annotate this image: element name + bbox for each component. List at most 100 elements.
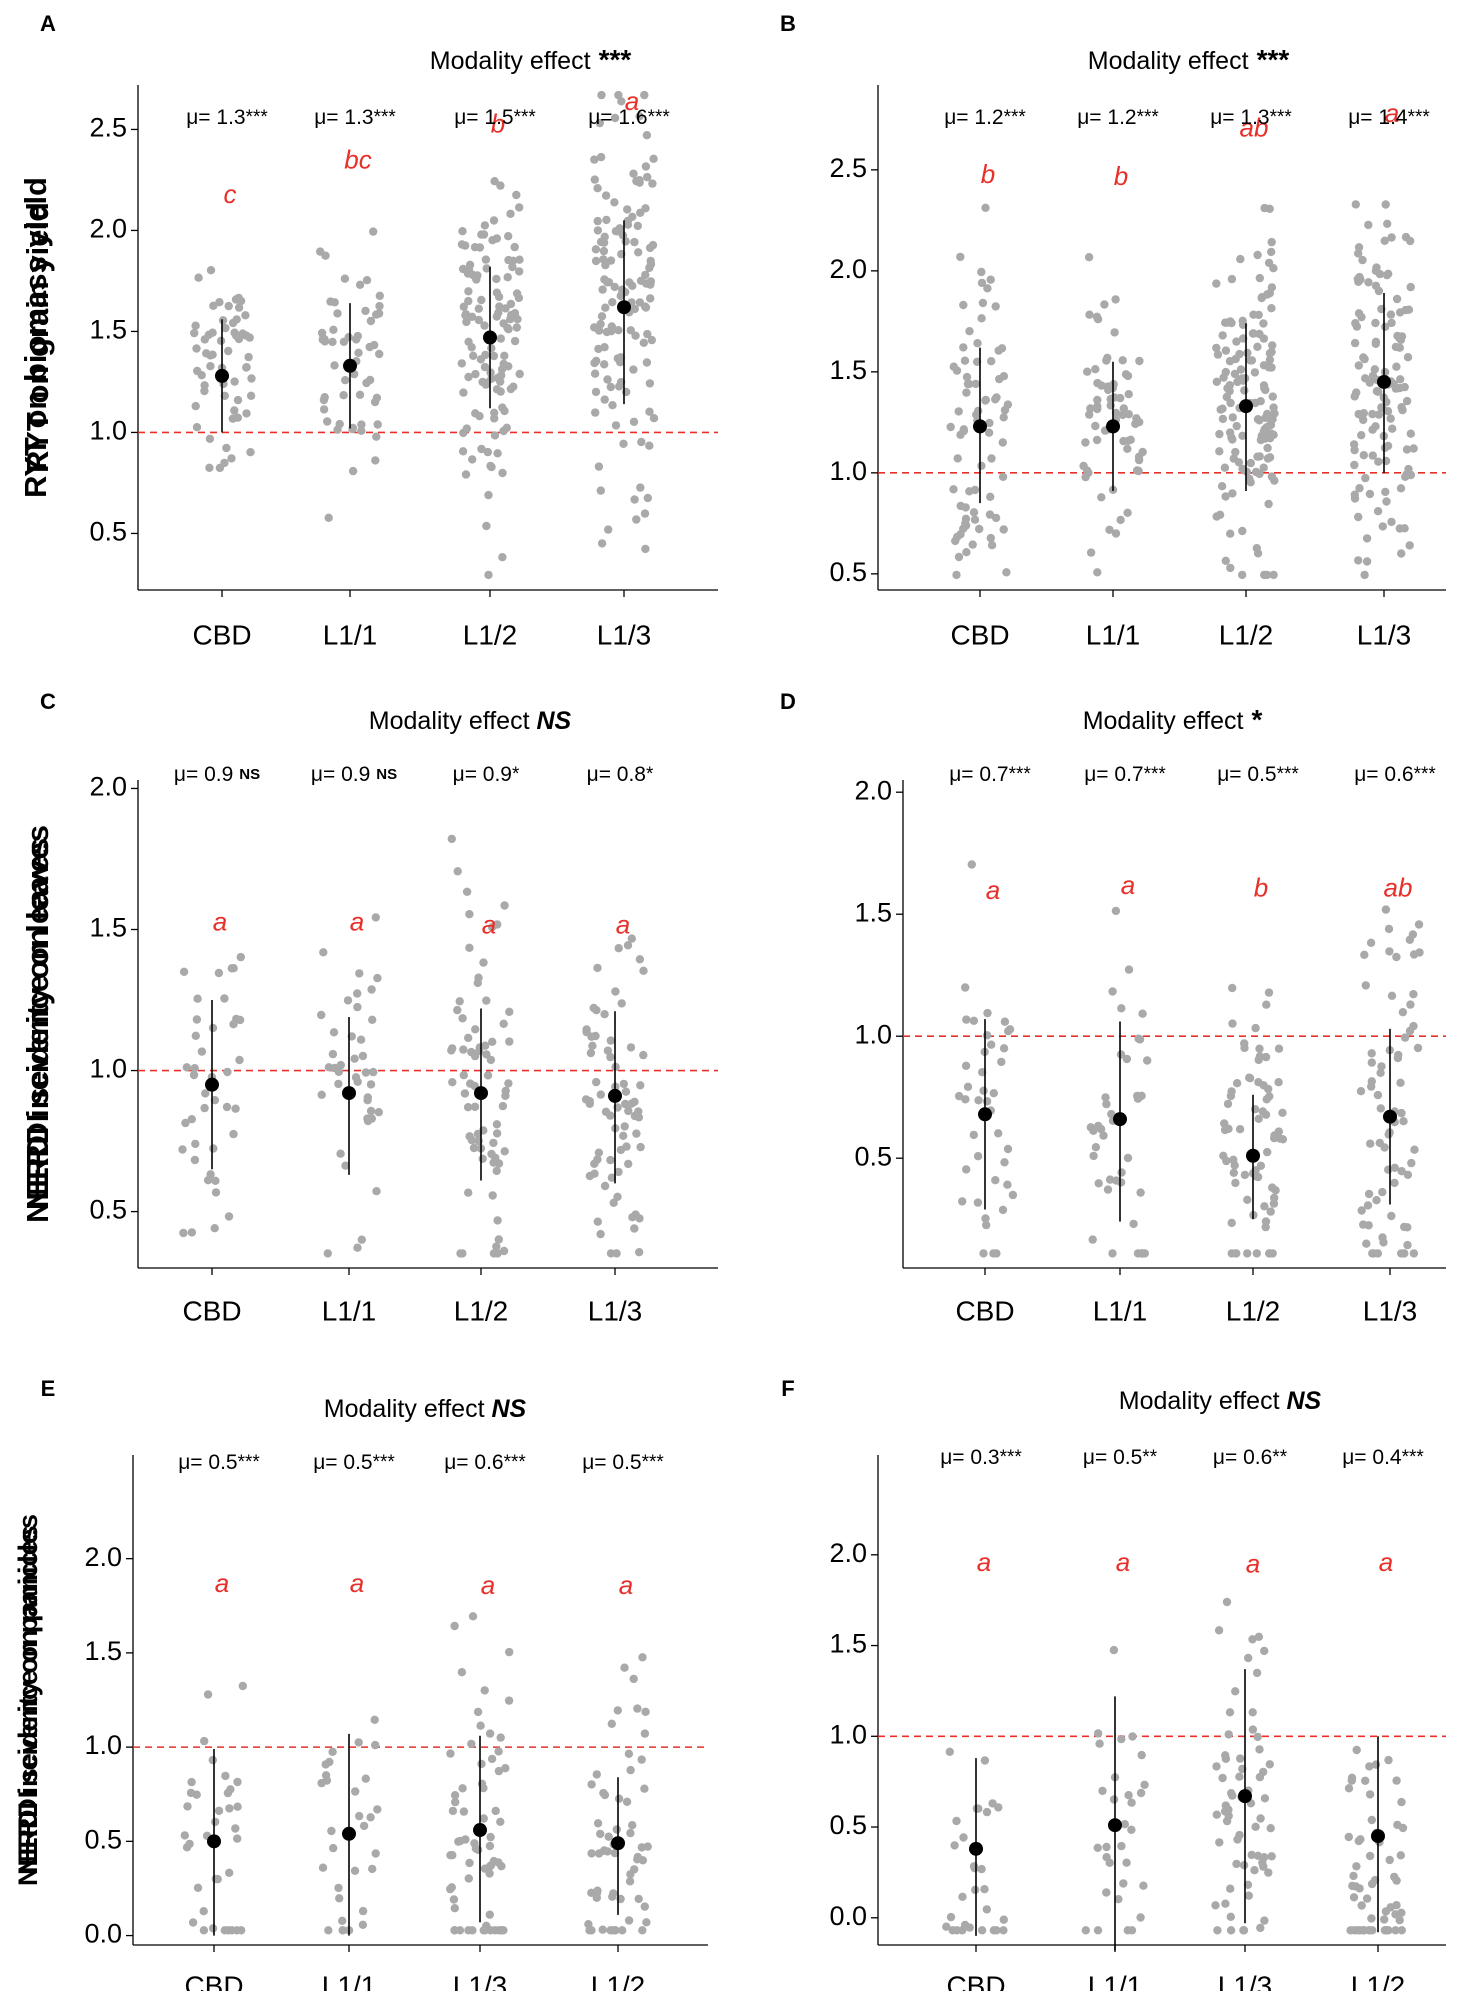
data-point bbox=[626, 1828, 635, 1838]
data-point bbox=[1356, 1087, 1366, 1096]
data-point bbox=[372, 432, 381, 441]
data-point bbox=[192, 423, 202, 432]
data-point bbox=[1383, 219, 1392, 228]
group-letter: a bbox=[619, 1570, 633, 1600]
data-point bbox=[317, 1010, 326, 1020]
data-point bbox=[981, 203, 990, 212]
data-point bbox=[1371, 339, 1381, 348]
y-tick-label: 1.5 bbox=[89, 315, 127, 345]
y-tick-label: 1.5 bbox=[84, 1636, 122, 1666]
panel-label: F bbox=[781, 1376, 794, 1401]
data-point bbox=[640, 90, 649, 100]
data-point bbox=[361, 1774, 370, 1783]
data-point bbox=[464, 296, 473, 306]
data-point bbox=[1091, 1143, 1101, 1152]
data-point bbox=[621, 1087, 631, 1096]
data-point bbox=[211, 1817, 220, 1827]
data-point bbox=[323, 1249, 332, 1258]
y-tick-label: 2.5 bbox=[89, 113, 127, 143]
x-tick-label: L1/2 bbox=[463, 619, 518, 650]
data-point bbox=[645, 379, 655, 388]
data-point bbox=[1357, 312, 1366, 322]
data-point bbox=[620, 1663, 629, 1672]
data-point bbox=[1231, 1178, 1240, 1188]
data-point bbox=[504, 1696, 514, 1705]
data-point bbox=[977, 1926, 987, 1935]
data-point bbox=[946, 1912, 956, 1922]
group-letter: a bbox=[625, 86, 639, 116]
data-point bbox=[1365, 378, 1375, 387]
data-point bbox=[1232, 337, 1241, 346]
data-point bbox=[591, 387, 601, 397]
data-point bbox=[319, 948, 328, 957]
data-point bbox=[633, 1704, 642, 1713]
data-point bbox=[962, 372, 972, 382]
data-point bbox=[595, 118, 604, 128]
data-point bbox=[232, 1926, 241, 1935]
data-point bbox=[489, 1249, 499, 1258]
data-point bbox=[985, 510, 995, 519]
data-point bbox=[962, 388, 971, 397]
x-tick-label: L1/1 bbox=[1088, 1970, 1143, 1991]
data-point bbox=[1367, 1077, 1377, 1086]
data-point bbox=[1354, 249, 1363, 258]
data-point bbox=[236, 952, 245, 962]
data-point bbox=[1251, 1023, 1260, 1033]
data-point bbox=[464, 287, 473, 296]
data-point bbox=[1216, 405, 1225, 414]
data-point bbox=[1266, 420, 1276, 430]
group-letter: b bbox=[1254, 873, 1268, 903]
data-point bbox=[350, 1866, 360, 1876]
data-point bbox=[1133, 1094, 1143, 1103]
data-point bbox=[645, 263, 654, 273]
data-point bbox=[359, 1821, 369, 1831]
data-point bbox=[371, 1849, 380, 1858]
data-point bbox=[241, 311, 250, 320]
data-point bbox=[981, 395, 990, 405]
data-point bbox=[458, 1784, 467, 1793]
data-point bbox=[594, 1849, 604, 1858]
data-point bbox=[956, 252, 965, 262]
data-point bbox=[1127, 1798, 1136, 1807]
data-point bbox=[1221, 318, 1230, 327]
data-point bbox=[1391, 384, 1401, 393]
data-point bbox=[1102, 1853, 1111, 1862]
data-point bbox=[485, 1910, 494, 1919]
data-point bbox=[1102, 1842, 1111, 1852]
data-point bbox=[1232, 421, 1241, 431]
data-point bbox=[493, 1216, 502, 1225]
data-point bbox=[1123, 1153, 1133, 1163]
data-point bbox=[362, 276, 372, 285]
data-point bbox=[1093, 568, 1102, 577]
y-tick-label: 1.0 bbox=[854, 1019, 892, 1049]
data-point bbox=[1344, 1832, 1354, 1842]
data-point bbox=[458, 447, 468, 456]
data-point bbox=[318, 334, 328, 343]
data-point bbox=[1111, 295, 1120, 304]
data-point bbox=[464, 372, 473, 382]
data-point bbox=[1223, 1099, 1233, 1109]
data-point bbox=[1248, 1725, 1258, 1734]
data-point bbox=[1091, 421, 1100, 431]
data-point bbox=[366, 316, 376, 326]
data-point bbox=[1377, 1062, 1386, 1071]
data-point bbox=[1387, 233, 1396, 242]
data-point bbox=[468, 1612, 478, 1621]
data-point bbox=[222, 1102, 232, 1112]
data-point bbox=[1254, 1078, 1263, 1087]
data-point bbox=[593, 184, 602, 193]
data-point bbox=[1238, 464, 1247, 474]
data-point bbox=[616, 358, 625, 367]
data-point bbox=[450, 1791, 460, 1800]
group-letter: a bbox=[1385, 98, 1399, 128]
data-point bbox=[1367, 1058, 1377, 1067]
data-point bbox=[624, 1916, 634, 1925]
data-point bbox=[214, 1806, 224, 1816]
data-point bbox=[1240, 1170, 1250, 1180]
data-point bbox=[594, 1148, 604, 1157]
data-point bbox=[334, 1883, 343, 1893]
data-point bbox=[229, 1129, 238, 1139]
data-point bbox=[494, 1766, 504, 1776]
data-point bbox=[1105, 1175, 1115, 1184]
